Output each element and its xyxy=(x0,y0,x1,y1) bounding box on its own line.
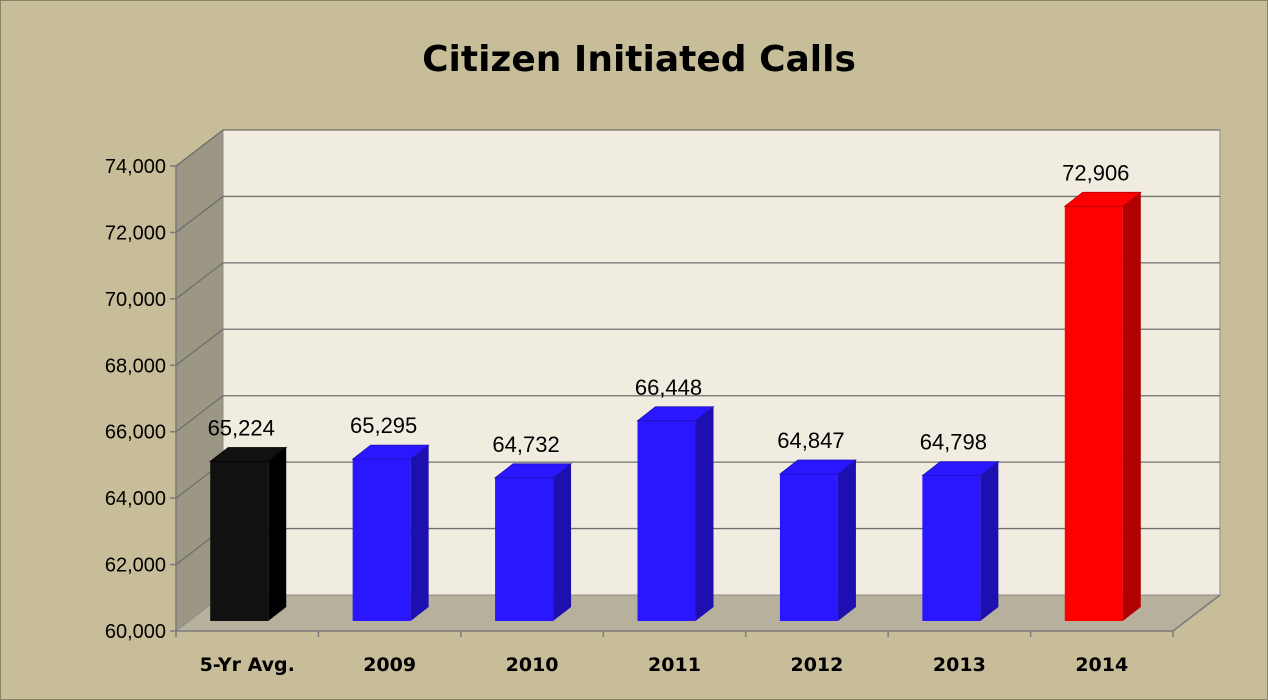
bar-top xyxy=(921,461,1000,477)
bar xyxy=(636,406,715,621)
bar-side xyxy=(410,445,429,621)
gridline xyxy=(175,129,1220,167)
bar-top xyxy=(636,406,715,422)
gridline xyxy=(175,262,1220,300)
bar-top xyxy=(209,447,288,462)
x-axis: 5-Yr Avg. 2009 2010 2011 2012 2013 2014 xyxy=(175,594,1221,676)
x-tick-label: 2009 xyxy=(363,654,416,676)
y-tick-label: 72,000 xyxy=(105,222,166,244)
x-tick-label: 2010 xyxy=(506,654,559,676)
data-label: 64,798 xyxy=(920,430,987,455)
bar-side xyxy=(837,460,856,621)
data-label: 72,906 xyxy=(1062,160,1129,185)
y-tick-label: 68,000 xyxy=(105,355,166,377)
bar-side xyxy=(553,463,572,621)
bar-side xyxy=(268,447,287,621)
y-axis: 60,000 62,000 64,000 66,000 68,000 70,000 72,0… xyxy=(105,156,177,643)
bar xyxy=(921,461,1000,621)
gridline xyxy=(175,195,1220,233)
x-tick-label: 2013 xyxy=(933,654,986,676)
bar-front xyxy=(779,474,838,621)
bar-top xyxy=(493,463,573,479)
x-tick-label: 2014 xyxy=(1075,654,1128,676)
y-tick-label: 66,000 xyxy=(105,422,166,444)
data-label: 64,847 xyxy=(777,428,844,453)
bar-top xyxy=(351,444,430,460)
x-tick-label: 2011 xyxy=(648,654,701,676)
gridline xyxy=(175,395,1220,433)
y-tick-label: 60,000 xyxy=(105,621,166,643)
y-tick-label: 62,000 xyxy=(105,555,166,577)
x-axis-depth-line xyxy=(1172,594,1221,632)
bar xyxy=(209,447,288,621)
bar-front xyxy=(210,461,269,621)
bar-front xyxy=(637,420,696,621)
y-tick-label: 64,000 xyxy=(105,488,166,510)
bar-top xyxy=(1063,191,1142,207)
bar-side xyxy=(1122,192,1141,621)
data-label: 66,448 xyxy=(635,375,702,400)
data-labels: 65,224 65,295 64,732 66,448 64,847 64,798 72,9… xyxy=(208,160,1130,456)
bar-top xyxy=(778,459,858,475)
bar-side xyxy=(695,406,714,621)
bar xyxy=(1063,191,1142,621)
bar xyxy=(778,459,858,621)
y-tick-label: 74,000 xyxy=(105,156,166,178)
data-label: 65,295 xyxy=(350,413,417,438)
bar xyxy=(493,463,573,621)
bar-front xyxy=(352,459,411,621)
y-tick-label: 70,000 xyxy=(105,289,166,311)
chart-title: Citizen Initiated Calls xyxy=(422,39,856,80)
x-tick-label: 5-Yr Avg. xyxy=(200,654,295,676)
bars xyxy=(209,191,1142,621)
data-label: 65,224 xyxy=(208,415,275,440)
bar-front xyxy=(1064,206,1123,621)
data-label: 64,732 xyxy=(492,432,559,457)
bar-front xyxy=(922,475,981,621)
x-tick-label: 2012 xyxy=(790,654,843,676)
bar xyxy=(351,444,430,621)
bar-side xyxy=(980,461,999,621)
bar-front xyxy=(495,477,554,621)
gridline xyxy=(175,328,1220,366)
